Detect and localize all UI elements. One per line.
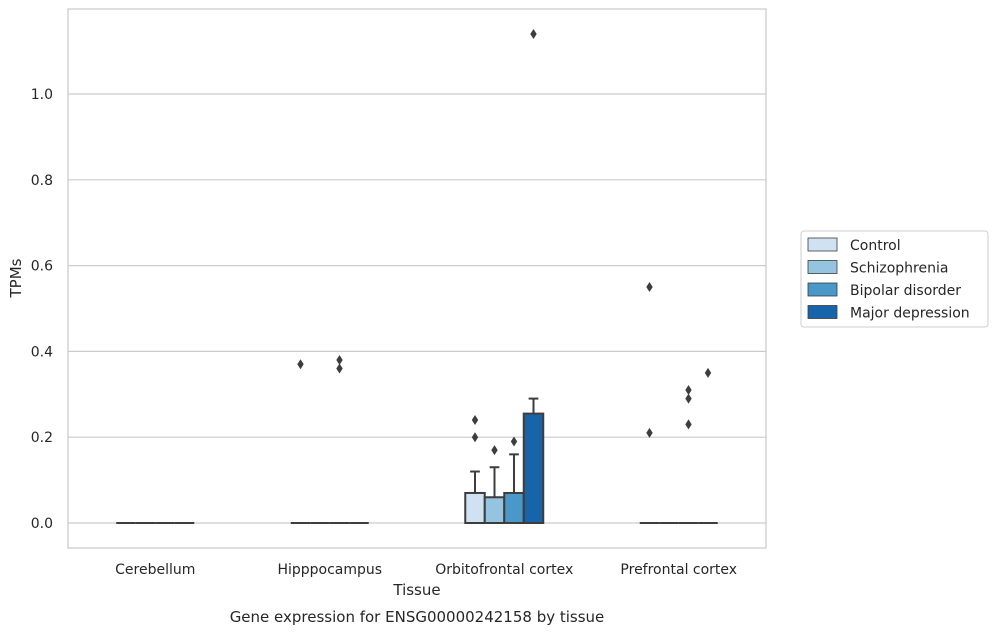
plot-area-frame: [67, 8, 767, 549]
x-tick-labels: Cerebellum Hipppocampus Orbitofrontal cort…: [115, 562, 737, 578]
legend-label: Major depression: [850, 306, 970, 322]
y-axis-label: TPMs: [7, 258, 25, 298]
legend-swatch: [807, 305, 838, 319]
legend-label: Schizophrenia: [850, 261, 948, 277]
x-tick-label: Prefrontal cortex: [620, 562, 737, 578]
box: [464, 470, 486, 525]
outlier-point: [685, 393, 692, 404]
legend-swatch: [807, 282, 838, 297]
box: [483, 466, 506, 525]
figure-caption: Gene expression for ENSG00000242158 by t…: [230, 608, 605, 626]
box: [503, 453, 525, 525]
outlier-point: [510, 436, 518, 447]
x-axis-label: Tissue: [392, 581, 440, 599]
boxes: [116, 397, 718, 525]
y-tick-label: 0.4: [31, 344, 53, 360]
outlier-points: [297, 28, 712, 456]
y-tick-label: 0.6: [31, 259, 53, 275]
box-body: [503, 491, 525, 525]
legend-frame: [800, 230, 989, 328]
y-tick-label: 0.8: [31, 173, 53, 189]
y-tick-label: 0.0: [31, 516, 53, 532]
outlier-point: [685, 385, 692, 396]
outlier-point: [471, 432, 479, 443]
outlier-point: [685, 419, 692, 430]
outlier-point: [530, 28, 537, 39]
box: [522, 397, 545, 525]
y-tick-label: 0.2: [31, 430, 53, 446]
legend-label: Control: [850, 238, 901, 254]
outlier-point: [336, 354, 343, 365]
legend: Control Schizophrenia Bipolar disorder Majo…: [800, 230, 989, 328]
y-tick-label: 1.0: [31, 87, 53, 103]
outlier-point: [491, 445, 498, 456]
box-body: [464, 491, 486, 525]
x-tick-label: Cerebellum: [115, 562, 195, 578]
outlier-point: [704, 367, 712, 378]
legend-label: Bipolar disorder: [850, 283, 961, 299]
outlier-point: [646, 427, 653, 438]
x-tick-label: Hipppocampus: [277, 562, 382, 578]
box-body: [483, 496, 506, 525]
grid-lines: [68, 93, 766, 524]
outlier-point: [646, 282, 653, 293]
box-body: [522, 412, 545, 525]
outlier-point: [297, 359, 304, 370]
outlier-point: [336, 363, 343, 374]
x-tick-label: Orbitofrontal cortex: [435, 562, 573, 578]
legend-swatch: [807, 237, 838, 252]
y-tick-labels: 0.0 0.2 0.4 0.6 0.8 1.0: [31, 87, 53, 532]
legend-swatch: [807, 260, 838, 274]
outlier-point: [471, 415, 479, 426]
